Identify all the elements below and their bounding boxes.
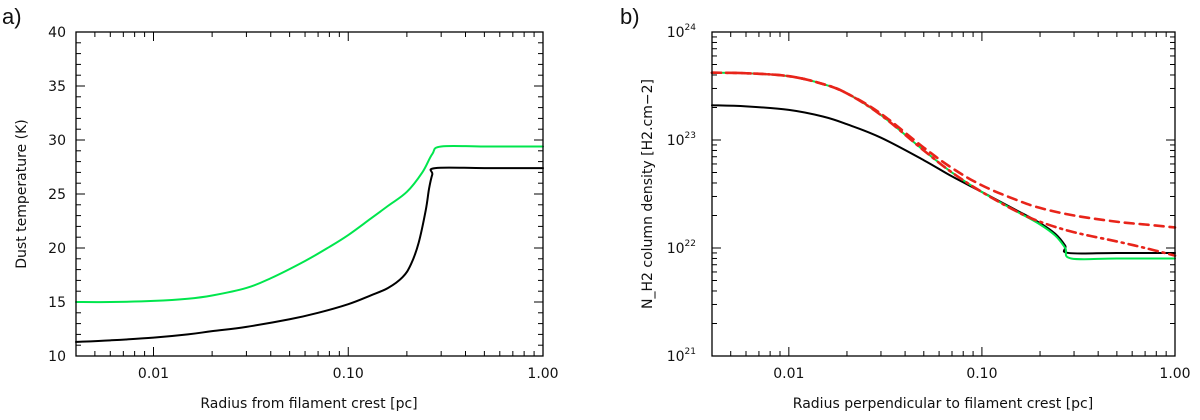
panel-b-x-tick-labels: 0.01 0.10 1.00 (773, 366, 1190, 382)
panel-b-frame (711, 31, 1176, 357)
panel-b-ticks (711, 31, 1176, 357)
panel-b-y-tick-base: 10 (667, 241, 685, 257)
panel-a-y-tick-label: 30 (48, 133, 66, 149)
panel-a-y-axis-title: Dust temperature (K) (14, 119, 30, 268)
panel-a-x-tick-labels: 0.01 0.10 1.00 (138, 366, 559, 382)
panel-a-x-axis-title: Radius from filament crest [pc] (200, 396, 417, 412)
panel-b-series-line-black (711, 104, 1176, 255)
panel-a-x-tick-label: 0.01 (138, 366, 169, 382)
panel-a-series (75, 144, 544, 343)
panel-a-y-tick-label: 10 (48, 349, 66, 365)
panel-b-y-tick-base: 10 (667, 25, 685, 41)
panel-b-x-axis-title: Radius perpendicular to filament crest [… (793, 396, 1093, 412)
panel-b-y-tick-base: 10 (667, 133, 685, 149)
panel-b-series (710, 71, 1177, 261)
panel-b-series-line-red-dashed (710, 71, 1177, 229)
panel-b-y-tick-label: 1022 (667, 239, 696, 257)
panel-b-label: b) (620, 4, 640, 29)
panel-a-y-tick-labels: 10 15 20 25 30 35 40 (48, 25, 66, 365)
panel-a-y-tick-label: 25 (48, 187, 66, 203)
panel-b-series-line-red-dash-dot (710, 71, 1177, 257)
panel-a: a) 0.01 0.10 1.00 10 15 20 25 30 35 40 Radius fr… (2, 4, 559, 412)
panel-a-series-line-green (75, 144, 544, 304)
panel-b-x-tick-label: 1.00 (1159, 366, 1190, 382)
panel-b-y-axis-title: N_H2 column density [H2.cm−2] (640, 79, 656, 309)
panel-b-y-tick-exp: 23 (685, 131, 696, 141)
panel-b-y-tick-base: 10 (667, 349, 685, 365)
panel-a-label: a) (2, 4, 22, 29)
panel-a-y-tick-label: 40 (48, 25, 66, 41)
panel-a-y-tick-label: 20 (48, 241, 66, 257)
panel-a-series-line-black (75, 166, 544, 343)
panel-b-x-tick-label: 0.01 (773, 366, 804, 382)
panel-a-frame (75, 31, 544, 357)
panel-a-x-tick-label: 0.10 (333, 366, 364, 382)
panel-b-y-tick-label: 1023 (667, 131, 696, 149)
panel-b-y-tick-label: 1024 (667, 23, 697, 41)
panel-a-x-tick-label: 1.00 (527, 366, 558, 382)
panel-a-ticks (75, 31, 544, 357)
panel-b-y-tick-exp: 21 (685, 347, 696, 357)
panel-a-y-tick-label: 35 (48, 79, 66, 95)
panel-b-y-tick-exp: 22 (685, 239, 696, 249)
panel-a-y-tick-label: 15 (48, 295, 66, 311)
panel-b-y-tick-label: 1021 (667, 347, 696, 365)
panel-b-y-tick-exp: 24 (685, 23, 697, 33)
panel-b-x-tick-label: 0.10 (966, 366, 997, 382)
